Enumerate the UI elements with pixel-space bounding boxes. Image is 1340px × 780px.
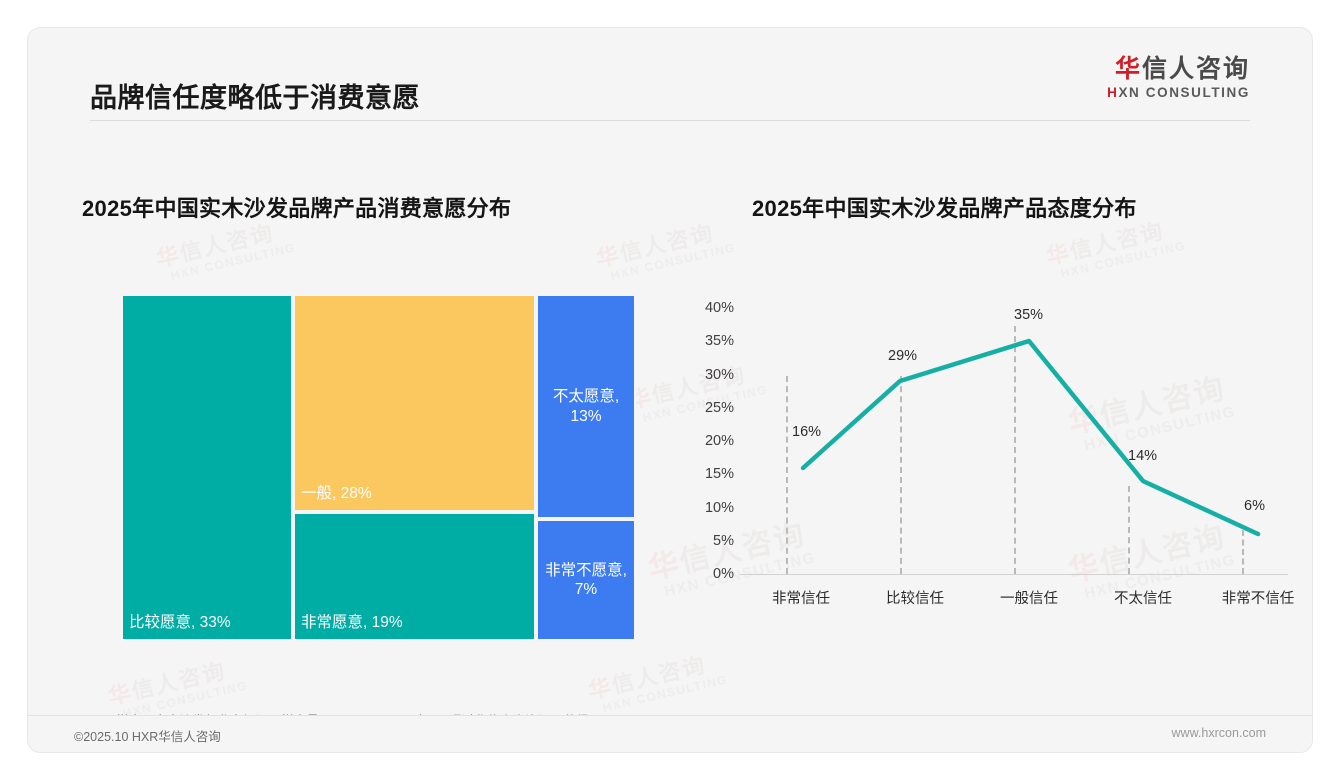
y-tick-15: 15% [704,466,734,483]
watermark-cn-rest: 信人咨询 [1067,217,1167,264]
y-tick-30: 30% [704,366,734,383]
y-tick-5: 5% [713,532,734,549]
page-title: 品牌信任度略低于消费意愿 [90,83,420,113]
y-tick-35: 35% [704,333,734,350]
treemap-tile-0[interactable]: 比较愿意, 33% [121,294,293,641]
consumption-willingness-treemap: 比较愿意, 33% 一般, 28% 非常愿意, 19% 不太愿意, 13% 非常… [121,294,636,641]
treemap-tile-2-label: 非常愿意, 19% [301,613,403,631]
attitude-line-series [800,338,1261,537]
y-tick-20: 20% [704,433,734,449]
y-tick-0: 0% [713,566,734,582]
watermark: 华信人咨询 HXN CONSULTING [585,643,729,717]
data-label-4: 6% [1244,498,1265,514]
x-axis-line [740,574,1288,575]
watermark-cn-rest: 信人咨询 [617,219,717,266]
brand-attitude-line-chart: 40% 35% 30% 25% 20% 15% 10% 5% 0% 16% 29… [688,290,1294,620]
watermark-cn-accent: 华 [645,546,685,587]
watermark-cn-rest: 信人咨询 [177,219,277,266]
header-divider [90,120,1250,121]
gridline-3 [1128,486,1130,574]
watermark-cn-rest: 信人咨询 [609,651,709,698]
data-label-3: 14% [1128,448,1158,464]
watermark-cn-accent: 华 [105,679,135,710]
slide-canvas: 华信人咨询 HXN CONSULTING 华信人咨询 HXN CONSULTIN… [28,28,1312,752]
data-label-2: 35% [1014,307,1044,323]
watermark-en: HXN CONSULTING [169,240,298,283]
treemap-tile-1-label: 一般, 28% [301,484,372,502]
logo-english-rest: XN CONSULTING [1118,85,1250,101]
watermark-en: HXN CONSULTING [1059,238,1188,281]
logo-english-accent: H [1107,85,1119,101]
logo-chinese: 华信人咨询 [1107,56,1250,82]
watermark-cn-accent: 华 [1043,239,1073,270]
watermark-cn: 华信人咨询 [593,211,735,273]
treemap-tile-2[interactable]: 非常愿意, 19% [293,512,536,641]
treemap-tile-1[interactable]: 一般, 28% [293,294,536,512]
logo-chinese-accent: 华 [1114,55,1142,83]
company-logo: 华信人咨询 HXN CONSULTING [1107,56,1250,100]
x-tick-3: 不太信任 [1114,591,1172,607]
y-tick-40: 40% [704,300,734,316]
data-label-1: 29% [888,348,918,364]
treemap-tile-3[interactable]: 不太愿意, 13% [536,294,636,519]
watermark-en: HXN CONSULTING [609,240,738,283]
right-chart-title: 2025年中国实木沙发品牌产品态度分布 [752,196,1137,221]
x-tick-2: 一般信任 [1000,591,1058,607]
treemap-tile-3-label: 不太愿意, 13% [552,388,620,425]
logo-english: HXN CONSULTING [1107,85,1250,100]
logo-chinese-rest: 信人咨询 [1141,55,1250,83]
watermark-cn: 华信人咨询 [585,643,727,705]
watermark-cn-accent: 华 [585,673,615,704]
gridline-2 [1014,326,1016,574]
x-tick-0: 非常信任 [772,591,830,607]
gridline-4 [1242,530,1244,574]
x-tick-1: 比较信任 [886,591,944,607]
treemap-tile-4[interactable]: 非常不愿意, 7% [536,519,636,641]
website-link[interactable]: www.hxrcon.com [1171,726,1266,740]
watermark-en: HXN CONSULTING [601,672,730,715]
y-tick-10: 10% [704,499,734,516]
y-tick-25: 25% [704,399,734,416]
line-path [800,338,1261,537]
watermark: 华信人咨询 HXN CONSULTING [593,211,737,285]
x-tick-4: 非常不信任 [1221,591,1295,607]
data-label-0: 16% [792,424,822,440]
watermark-cn-accent: 华 [593,241,623,272]
left-chart-title: 2025年中国实木沙发品牌产品消费意愿分布 [82,196,512,221]
gridline-1 [900,376,902,574]
slide-header: 品牌信任度略低于消费意愿 华信人咨询 HXN CONSULTING [28,28,1312,120]
watermark-cn: 华信人咨询 [105,649,247,711]
slide-footer: ©2025.10 HXR华信人咨询 www.hxrcon.com [28,715,1312,752]
gridline-0 [786,376,788,574]
treemap-tile-0-label: 比较愿意, 33% [129,613,231,631]
copyright-text: ©2025.10 HXR华信人咨询 [74,730,221,744]
watermark-cn-accent: 华 [153,241,183,272]
treemap-tile-4-label: 非常不愿意, 7% [545,561,627,598]
watermark-cn-rest: 信人咨询 [129,657,229,704]
